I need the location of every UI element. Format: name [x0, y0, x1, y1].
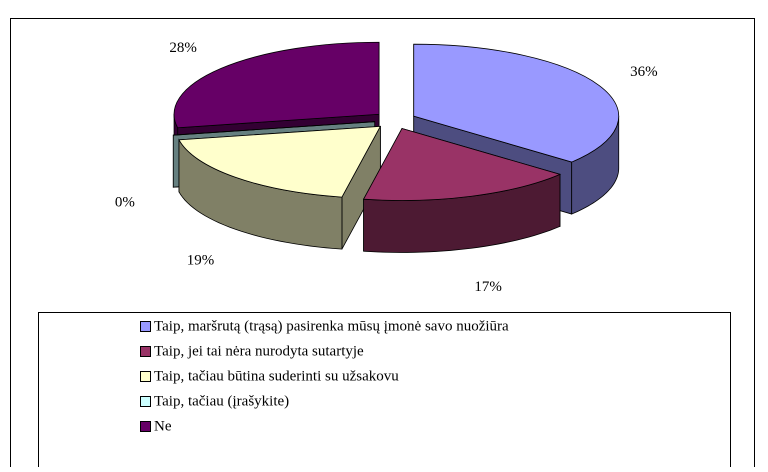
- legend-label: Ne: [154, 418, 172, 434]
- legend-swatch: [140, 321, 151, 332]
- legend-swatch: [140, 346, 151, 357]
- data-label: 17%: [474, 279, 502, 295]
- slice: [362, 127, 562, 253]
- data-label: 19%: [187, 253, 215, 269]
- data-label: 36%: [630, 64, 658, 80]
- legend-swatch: [140, 421, 151, 432]
- legend-label: Taip, jei tai nėra nurodyta sutartyje: [154, 343, 364, 359]
- slice-top: [413, 43, 620, 163]
- slice-top: [173, 41, 380, 129]
- data-label: 0%: [115, 194, 135, 210]
- legend: Taip, maršrutą (trąsą) pasirenka mūsų įm…: [140, 318, 509, 434]
- legend-box: [38, 312, 731, 472]
- data-label: 28%: [169, 40, 197, 56]
- legend-swatch: [140, 371, 151, 382]
- pie: 28% 36% 0% 19% 17%: [115, 40, 658, 295]
- slice: [178, 125, 382, 250]
- slice-top: [178, 125, 382, 198]
- legend-label: Taip, maršrutą (trąsą) pasirenka mūsų įm…: [154, 318, 509, 334]
- slice-top: [173, 121, 375, 136]
- legend-label: Taip, tačiau (įrašykite): [154, 393, 289, 409]
- slice-top: [362, 127, 562, 201]
- legend-swatch: [140, 396, 151, 407]
- legend-label: Taip, tačiau būtina suderinti su užsakov…: [154, 368, 399, 384]
